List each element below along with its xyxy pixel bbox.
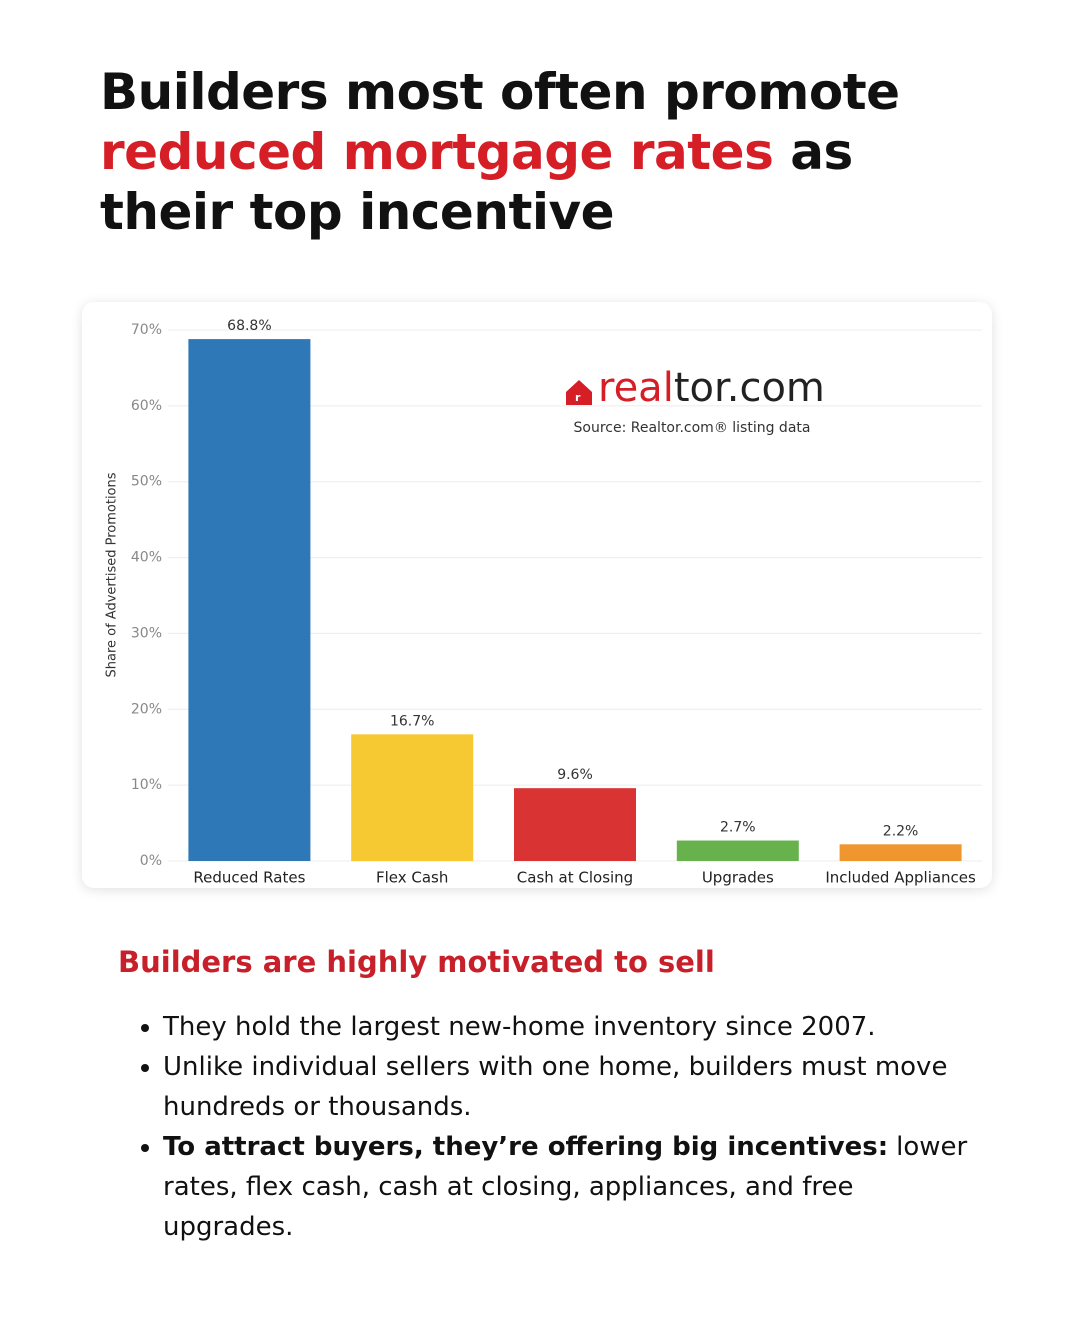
bar (676, 840, 799, 861)
x-tick-label: Included Appliances (825, 869, 976, 887)
bullet: They hold the largest new-home inventory… (163, 1007, 978, 1047)
value-label: 2.7% (720, 820, 756, 836)
chart-card: Share of Advertised Promotions r realtor… (82, 302, 992, 888)
headline-line: Builders most often promote (100, 63, 900, 121)
logo-part: real (598, 365, 674, 411)
bullet: Unlike individual sellers with one home,… (163, 1047, 978, 1127)
bar (188, 339, 311, 861)
x-tick-label: Flex Cash (376, 869, 448, 887)
headline-text: as (790, 123, 853, 181)
y-tick-label: 50% (131, 474, 162, 490)
bullet-bold: To attract buyers, they’re offering big … (163, 1132, 889, 1162)
bullet-list: They hold the largest new-home inventory… (118, 1007, 978, 1247)
y-tick-label: 40% (131, 550, 162, 566)
value-label: 16.7% (390, 713, 434, 729)
y-tick-label: 20% (131, 701, 162, 717)
bullet: To attract buyers, they’re offering big … (163, 1127, 978, 1247)
headline-line: reduced mortgage rates as (100, 122, 1000, 182)
y-tick-label: 60% (131, 398, 162, 414)
headline: Builders most often promote reduced mort… (100, 62, 1000, 242)
y-tick-label: 10% (131, 777, 162, 793)
value-label: 68.8% (227, 318, 271, 334)
x-tick-label: Cash at Closing (517, 869, 633, 887)
bullet-text: lower rates, flex cash, cash at closing,… (163, 1132, 968, 1242)
logo-icon-letter: r (575, 391, 581, 404)
headline-highlight: reduced mortgage rates (100, 123, 774, 181)
bullet-text: Unlike individual sellers with one home,… (163, 1052, 948, 1122)
text-section: Builders are highly motivated to sell Th… (118, 945, 978, 1247)
headline-line: their top incentive (100, 183, 615, 241)
y-axis-label: Share of Advertised Promotions (105, 472, 120, 677)
bar (839, 844, 962, 861)
y-tick-label: 30% (131, 625, 162, 641)
chart: Share of Advertised Promotions r realtor… (105, 318, 982, 887)
logo: r realtor.com (566, 365, 825, 411)
x-tick-label: Reduced Rates (193, 869, 305, 887)
bar (514, 788, 636, 861)
logo-text: realtor.com (598, 365, 825, 411)
source: Source: Realtor.com® listing data (574, 420, 811, 436)
value-label: 2.2% (883, 823, 919, 839)
value-label: 9.6% (557, 767, 593, 783)
bar (351, 734, 474, 861)
bullet-text: They hold the largest new-home inventory… (163, 1012, 876, 1042)
x-tick-label: Upgrades (702, 869, 774, 887)
logo-icon (566, 380, 592, 405)
logo-part: tor.com (674, 365, 825, 411)
y-tick-label: 70% (131, 322, 162, 338)
section-heading: Builders are highly motivated to sell (118, 945, 715, 979)
y-tick-label: 0% (140, 853, 162, 869)
